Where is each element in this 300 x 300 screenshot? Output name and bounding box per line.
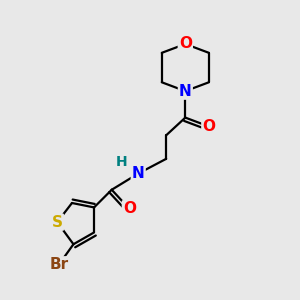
Text: O: O <box>202 119 215 134</box>
Text: S: S <box>52 214 63 230</box>
Text: H: H <box>116 155 128 170</box>
Text: N: N <box>179 84 192 99</box>
Text: O: O <box>123 201 136 216</box>
Text: O: O <box>179 37 192 52</box>
Text: N: N <box>132 166 145 181</box>
Text: Br: Br <box>49 257 68 272</box>
